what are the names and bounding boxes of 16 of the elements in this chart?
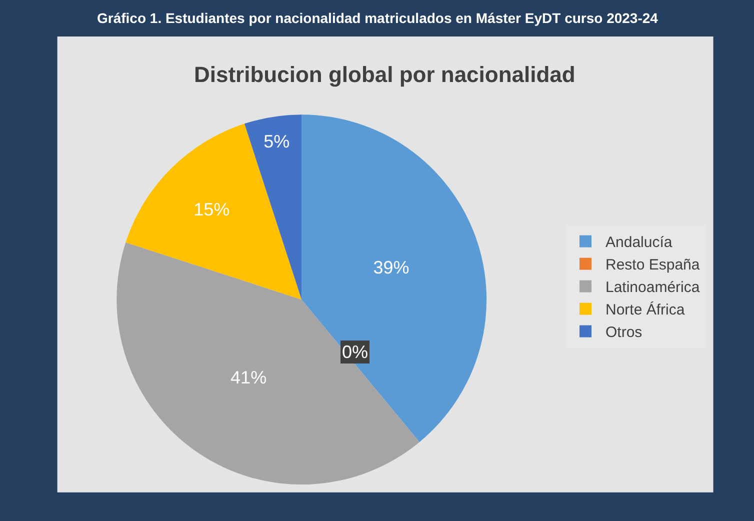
legend-label: Norte África (606, 300, 686, 319)
data-label: 15% (194, 200, 230, 220)
legend-label: Otros (606, 324, 642, 342)
chart-subtitle: Distribucion global por nacionalidad (194, 62, 576, 87)
data-label: 5% (264, 132, 290, 152)
pie-slice (244, 114, 302, 300)
text: 0% (342, 342, 368, 362)
data-label: 39% (373, 257, 410, 278)
pie-slice (302, 114, 487, 442)
data-label: 41% (230, 368, 267, 388)
legend-label: Resto España (606, 256, 700, 274)
pie-slice (116, 242, 420, 484)
legend-label: Latinoamérica (606, 279, 700, 296)
pie-slice (126, 124, 302, 300)
chart-title: Gráfico 1. Estudiantes por nacionalidad matriculados en Máster EyDT curso 2023-24 (97, 10, 658, 26)
legend-label: Andalucía (606, 234, 673, 252)
